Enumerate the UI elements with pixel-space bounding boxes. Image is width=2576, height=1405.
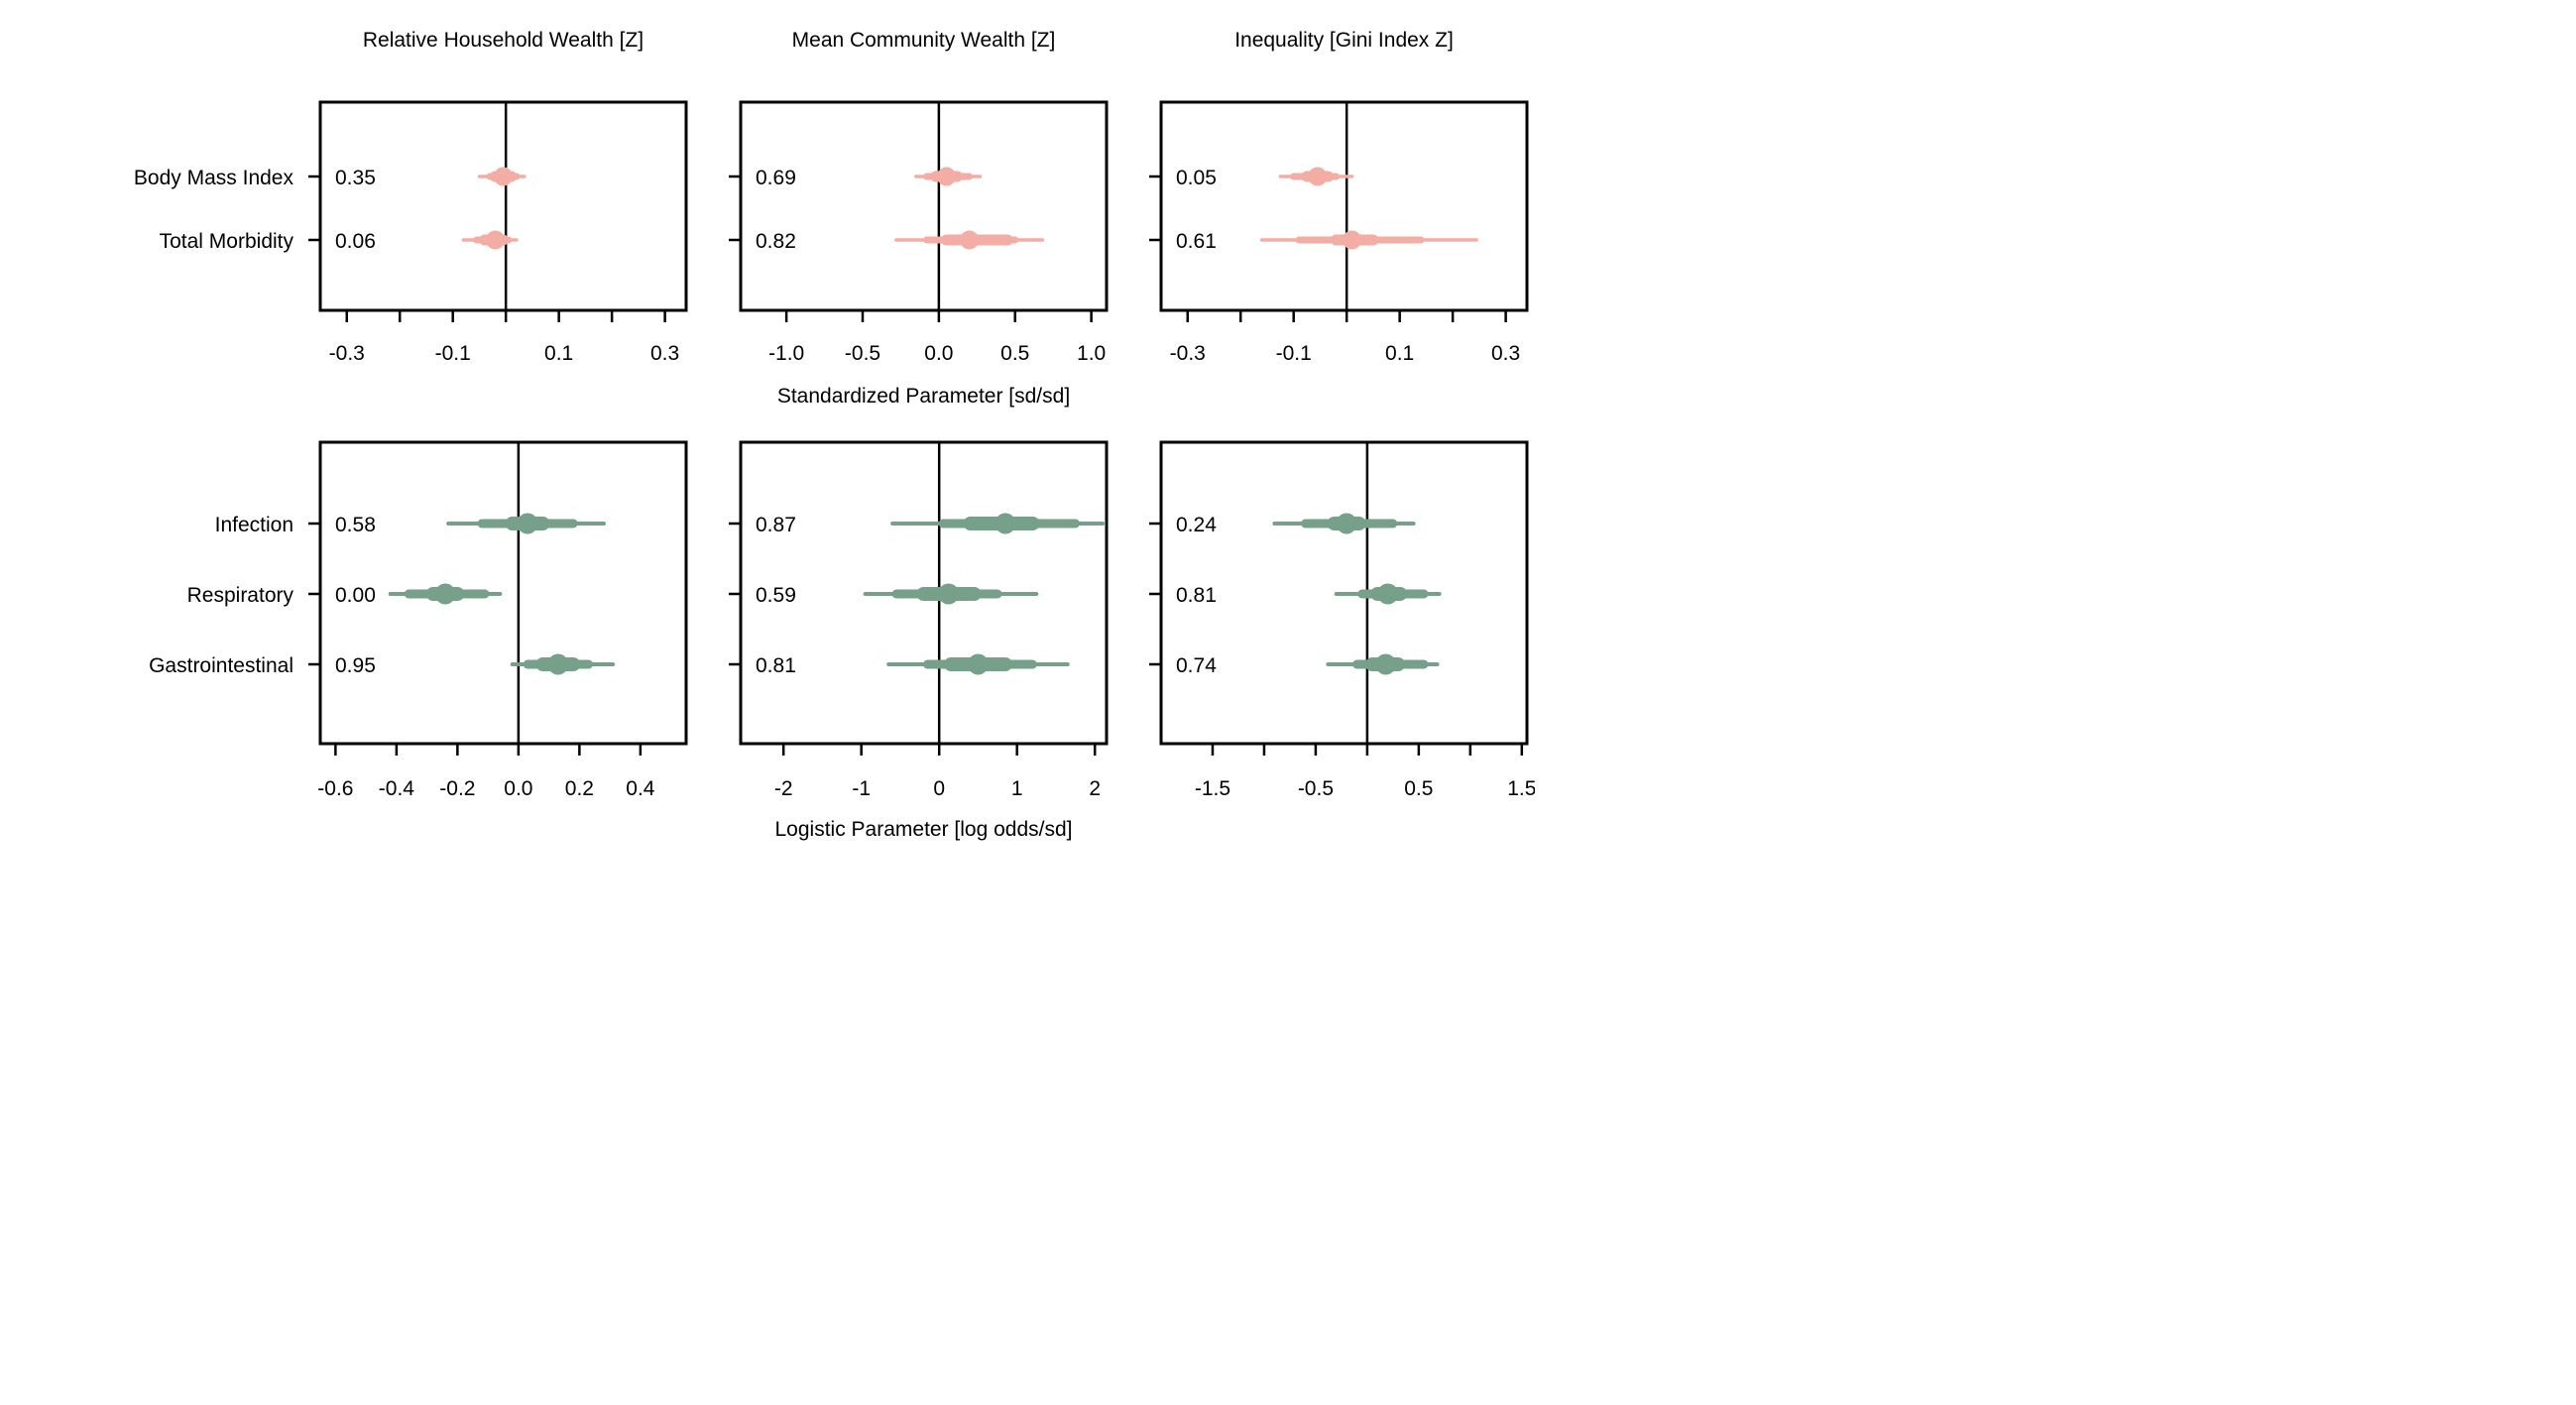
probability-label: 0.06 <box>335 230 376 253</box>
x-tick-label: -0.1 <box>1276 342 1312 365</box>
x-tick-label: -1.5 <box>1195 777 1230 800</box>
panel-frame <box>1159 100 1529 312</box>
median-point <box>938 583 960 605</box>
probability-label: 0.95 <box>335 654 376 677</box>
x-tick-label: 1.0 <box>1077 342 1106 365</box>
x-tick-label: 0.4 <box>626 777 655 800</box>
x-tick-label: 1 <box>1011 777 1023 800</box>
probability-label: 0.59 <box>756 584 796 607</box>
probability-label: 0.87 <box>756 514 796 536</box>
probability-label: 0.82 <box>756 230 796 253</box>
x-tick-label: -0.3 <box>329 342 365 365</box>
x-tick-label: -0.2 <box>439 777 475 800</box>
probability-label: 0.35 <box>335 167 376 189</box>
x-tick-label: 1.5 <box>1507 777 1535 800</box>
median-point <box>434 583 456 605</box>
median-point <box>517 513 538 534</box>
x-tick-label: 0.1 <box>544 342 573 365</box>
column-title: Inequality [Gini Index Z] <box>1234 29 1454 52</box>
median-point <box>1377 583 1399 605</box>
x-tick-label: -1 <box>852 777 871 800</box>
x-tick-label: -2 <box>774 777 793 800</box>
panel-frame <box>1159 440 1529 746</box>
x-tick-label: 0.5 <box>1404 777 1433 800</box>
x-axis-label: Standardized Parameter [sd/sd] <box>777 385 1070 408</box>
median-point <box>1343 230 1362 250</box>
median-point <box>1375 653 1397 675</box>
outcome-label: Total Morbidity <box>160 230 294 253</box>
probability-label: 0.05 <box>1176 167 1217 189</box>
probability-label: 0.24 <box>1176 514 1217 536</box>
median-point <box>494 167 513 186</box>
x-tick-label: -0.5 <box>845 342 880 365</box>
outcome-label: Infection <box>215 514 293 536</box>
x-tick-label: -0.3 <box>1170 342 1206 365</box>
panel-frame <box>739 440 1109 746</box>
panel-frame <box>318 100 688 312</box>
probability-label: 0.69 <box>756 167 796 189</box>
x-tick-label: 0.0 <box>504 777 532 800</box>
x-tick-label: 0.1 <box>1385 342 1414 365</box>
median-point <box>960 230 980 250</box>
x-tick-label: -0.6 <box>317 777 353 800</box>
x-tick-label: 0.3 <box>650 342 679 365</box>
x-tick-label: -0.1 <box>435 342 471 365</box>
probability-label: 0.61 <box>1176 230 1217 253</box>
median-point <box>967 653 989 675</box>
outcome-label: Respiratory <box>187 584 294 607</box>
chart-figure: Relative Household Wealth [Z] Mean Commun… <box>134 29 1535 841</box>
x-tick-label: 0.0 <box>924 342 953 365</box>
probability-label: 0.58 <box>335 514 376 536</box>
probability-label: 0.00 <box>335 584 376 607</box>
median-point <box>995 513 1016 534</box>
outcome-label: Body Mass Index <box>134 167 294 189</box>
x-tick-label: -0.4 <box>379 777 415 800</box>
x-tick-label: 0.3 <box>1491 342 1520 365</box>
column-title: Relative Household Wealth [Z] <box>363 29 644 52</box>
column-title: Mean Community Wealth [Z] <box>792 29 1056 52</box>
median-point <box>547 653 569 675</box>
x-tick-label: 2 <box>1089 777 1101 800</box>
median-point <box>485 230 505 250</box>
panel-frame <box>739 100 1109 312</box>
x-tick-label: 0 <box>933 777 945 800</box>
median-point <box>1336 513 1357 534</box>
probability-label: 0.81 <box>756 654 796 677</box>
x-tick-label: 0.5 <box>1000 342 1029 365</box>
x-tick-label: -0.5 <box>1298 777 1334 800</box>
outcome-label: Gastrointestinal <box>149 654 293 677</box>
x-tick-label: 0.2 <box>565 777 594 800</box>
probability-label: 0.74 <box>1176 654 1217 677</box>
panel-frame <box>318 440 688 746</box>
x-tick-label: -1.0 <box>768 342 804 365</box>
x-axis-label: Logistic Parameter [log odds/sd] <box>775 818 1073 841</box>
median-point <box>1308 167 1328 186</box>
probability-label: 0.81 <box>1176 584 1217 607</box>
median-point <box>937 167 957 186</box>
